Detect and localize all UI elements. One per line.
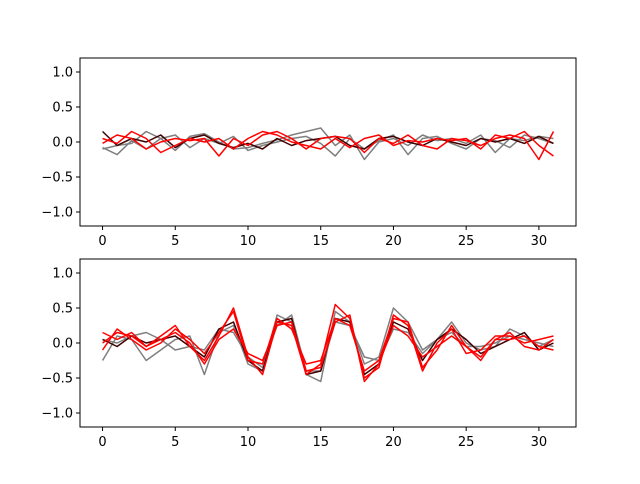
x-tick-label: 25 — [458, 234, 475, 249]
x-tick-label: 15 — [312, 234, 329, 249]
y-tick-label: 0.0 — [52, 136, 73, 151]
x-tick-label: 0 — [98, 234, 106, 249]
x-tick-label: 5 — [171, 234, 179, 249]
x-tick-label: 15 — [312, 435, 329, 450]
series-line-0-3 — [102, 130, 555, 161]
x-tick-label: 30 — [531, 435, 548, 450]
x-tick-label: 0 — [98, 435, 106, 450]
y-tick-label: 1.0 — [52, 66, 73, 81]
y-tick-label: 0.5 — [52, 302, 73, 317]
axes-frame — [79, 57, 577, 227]
bottom-subplot: 0 5 10 15 20 25 30 −1.0 −0.5 0.0 0.5 1.0 — [41, 258, 577, 450]
y-tick-label: −0.5 — [41, 171, 73, 186]
x-tick-label: 20 — [385, 234, 402, 249]
x-tick-label: 30 — [531, 234, 548, 249]
x-tick-label: 25 — [458, 435, 475, 450]
y-tick-label: −0.5 — [41, 372, 73, 387]
x-tick-label: 10 — [240, 234, 257, 249]
top-subplot: 0 5 10 15 20 25 30 −1.0 −0.5 0.0 0.5 1.0 — [41, 57, 577, 249]
series-line-0-4 — [102, 130, 554, 157]
x-tick-label: 10 — [240, 435, 257, 450]
series-line-1-4 — [101, 310, 554, 372]
series-line-1-3 — [102, 303, 554, 379]
y-tick-label: −1.0 — [41, 206, 73, 221]
y-tick-label: 0.5 — [52, 101, 73, 116]
y-tick-label: 1.0 — [52, 267, 73, 282]
y-tick-label: −1.0 — [41, 407, 73, 422]
series-line-1-5 — [102, 314, 554, 383]
x-tick-label: 5 — [171, 435, 179, 450]
y-tick-label: 0.0 — [52, 337, 73, 352]
x-tick-label: 20 — [385, 435, 402, 450]
